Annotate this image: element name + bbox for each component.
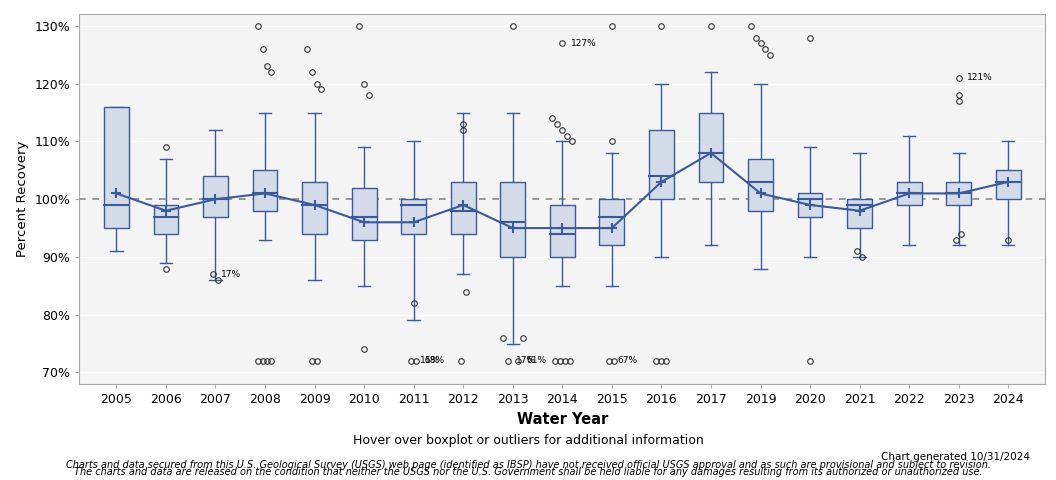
Text: 61%: 61%	[526, 356, 546, 365]
Point	[553, 224, 570, 232]
Bar	[153, 205, 178, 234]
Text: 67%: 67%	[618, 356, 638, 365]
Point	[702, 149, 719, 157]
Bar	[501, 182, 525, 257]
Bar	[203, 176, 228, 216]
Bar	[352, 188, 377, 240]
Point	[851, 207, 868, 215]
Point	[157, 207, 174, 215]
Text: 16%: 16%	[419, 356, 439, 365]
Point	[406, 218, 422, 226]
Point	[1000, 178, 1017, 186]
Bar	[797, 193, 823, 216]
Bar	[649, 130, 674, 199]
Text: The charts and data are released on the condition that neither the USGS nor the : The charts and data are released on the …	[74, 467, 982, 477]
Point	[603, 224, 620, 232]
Point	[356, 218, 373, 226]
Bar	[897, 182, 922, 205]
Bar	[996, 170, 1021, 199]
Bar	[600, 199, 624, 245]
Text: 127%: 127%	[570, 39, 597, 48]
Point	[257, 190, 274, 197]
X-axis label: Water Year: Water Year	[516, 411, 608, 427]
Bar	[748, 159, 773, 211]
Point	[207, 195, 224, 203]
Bar	[550, 205, 574, 257]
Point	[108, 190, 125, 197]
Bar	[302, 182, 327, 234]
Point	[901, 190, 918, 197]
Text: Charts and data secured from this U.S. Geological Survey (USGS) web page (identi: Charts and data secured from this U.S. G…	[65, 460, 991, 470]
Text: Chart generated 10/31/2024: Chart generated 10/31/2024	[881, 452, 1030, 462]
Bar	[103, 107, 129, 228]
Bar	[451, 182, 475, 234]
Point	[505, 224, 522, 232]
Point	[455, 201, 472, 209]
Point	[653, 178, 670, 186]
Bar	[847, 199, 872, 228]
Bar	[946, 182, 972, 205]
Text: 121%: 121%	[967, 73, 993, 83]
Text: Hover over boxplot or outliers for additional information: Hover over boxplot or outliers for addit…	[353, 434, 703, 447]
Bar	[252, 170, 278, 211]
Bar	[401, 199, 426, 234]
Point	[802, 201, 818, 209]
Point	[950, 190, 967, 197]
Text: 17%: 17%	[222, 270, 242, 279]
Point	[306, 201, 323, 209]
Point	[752, 190, 769, 197]
Y-axis label: Percent Recovery: Percent Recovery	[16, 141, 29, 257]
Bar	[699, 113, 723, 182]
Text: 17%: 17%	[516, 356, 536, 365]
Text: 18%: 18%	[425, 356, 445, 365]
